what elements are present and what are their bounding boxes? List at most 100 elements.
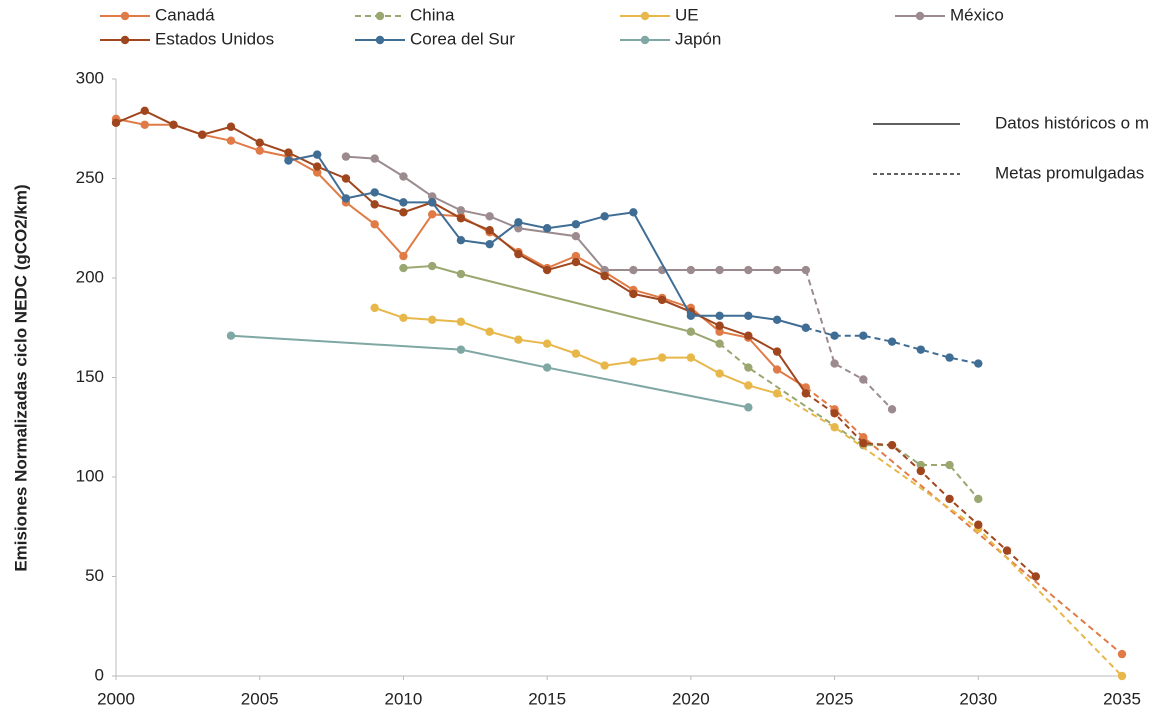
data-point <box>370 154 379 163</box>
legend-label: Canadá <box>155 5 215 24</box>
data-point <box>715 311 724 321</box>
legend-marker <box>120 11 130 21</box>
x-tick-label: 2025 <box>816 689 854 708</box>
data-point <box>974 520 983 529</box>
x-tick-label: 2005 <box>241 689 279 708</box>
legend-label: China <box>410 5 455 24</box>
data-point <box>456 214 466 223</box>
data-point <box>485 239 494 249</box>
data-point <box>542 224 552 233</box>
data-point <box>744 403 753 412</box>
y-tick-label: 250 <box>76 168 104 187</box>
data-point <box>801 323 811 332</box>
series-line <box>805 386 1123 655</box>
data-point <box>399 313 408 322</box>
data-point <box>456 235 466 245</box>
data-point <box>1117 671 1127 681</box>
series-line <box>776 392 1123 677</box>
data-point <box>830 359 839 368</box>
data-point <box>427 261 437 271</box>
data-point <box>945 494 954 504</box>
legend-marker <box>120 35 130 45</box>
data-point <box>859 331 868 340</box>
data-point <box>226 136 236 145</box>
x-tick-label: 2000 <box>97 689 135 708</box>
data-point <box>686 265 696 275</box>
y-tick-label: 100 <box>76 466 104 485</box>
data-point <box>887 440 897 450</box>
data-point <box>600 212 609 221</box>
y-tick-label: 50 <box>85 566 104 585</box>
data-point <box>255 138 264 147</box>
data-point <box>830 409 839 418</box>
data-point <box>772 347 782 356</box>
data-point <box>715 321 724 330</box>
legend-label: UE <box>675 5 699 24</box>
data-point <box>485 212 494 221</box>
data-point <box>887 405 897 414</box>
data-point <box>456 269 466 279</box>
data-point <box>916 345 925 354</box>
data-point <box>341 174 351 183</box>
data-point <box>514 249 523 259</box>
data-point <box>456 206 466 215</box>
data-point <box>916 466 925 476</box>
data-point <box>600 271 609 281</box>
data-point <box>772 315 782 324</box>
x-tick-label: 2020 <box>672 689 710 708</box>
x-tick-label: 2010 <box>385 689 423 708</box>
data-point <box>427 198 437 207</box>
data-point <box>571 220 581 229</box>
data-point <box>744 363 753 372</box>
data-point <box>198 130 207 139</box>
data-point <box>313 150 322 159</box>
data-point <box>1117 649 1127 659</box>
data-point <box>111 118 121 127</box>
data-point <box>226 331 236 340</box>
series-line <box>288 153 807 329</box>
data-point <box>629 357 638 366</box>
data-point <box>542 265 552 275</box>
y-tick-label: 200 <box>76 267 104 286</box>
data-point <box>427 210 437 219</box>
x-tick-label: 2035 <box>1103 689 1141 708</box>
data-point <box>744 311 753 321</box>
y-tick-label: 0 <box>95 665 104 684</box>
data-point <box>1002 546 1012 555</box>
data-point <box>686 327 696 336</box>
data-point <box>370 188 379 197</box>
data-point <box>140 120 149 129</box>
data-point <box>140 106 149 116</box>
series-line <box>804 269 893 411</box>
legend-marker <box>375 35 385 45</box>
y-tick-label: 150 <box>76 367 104 386</box>
data-point <box>974 359 983 368</box>
data-point <box>514 224 523 233</box>
data-point <box>887 337 897 346</box>
data-point <box>715 265 724 275</box>
data-point <box>370 200 379 209</box>
data-point <box>859 438 868 448</box>
data-point <box>686 311 696 321</box>
data-point <box>772 365 782 374</box>
data-point <box>370 220 379 229</box>
x-tick-label: 2030 <box>959 689 997 708</box>
data-point <box>485 226 494 235</box>
series-line <box>230 334 749 409</box>
legend-marker <box>640 35 650 45</box>
data-point <box>514 335 523 344</box>
data-point <box>571 349 581 358</box>
style-legend-text: Datos históricos o m <box>995 113 1149 132</box>
data-point <box>600 265 609 275</box>
data-point <box>830 331 839 340</box>
data-point <box>456 345 466 354</box>
legend-label: Estados Unidos <box>155 29 274 48</box>
data-point <box>629 289 638 299</box>
data-point <box>255 146 264 155</box>
data-point <box>485 327 494 336</box>
data-point <box>744 265 753 275</box>
data-point <box>284 148 293 157</box>
data-point <box>313 168 322 177</box>
data-point <box>427 192 437 201</box>
data-point <box>600 361 609 370</box>
